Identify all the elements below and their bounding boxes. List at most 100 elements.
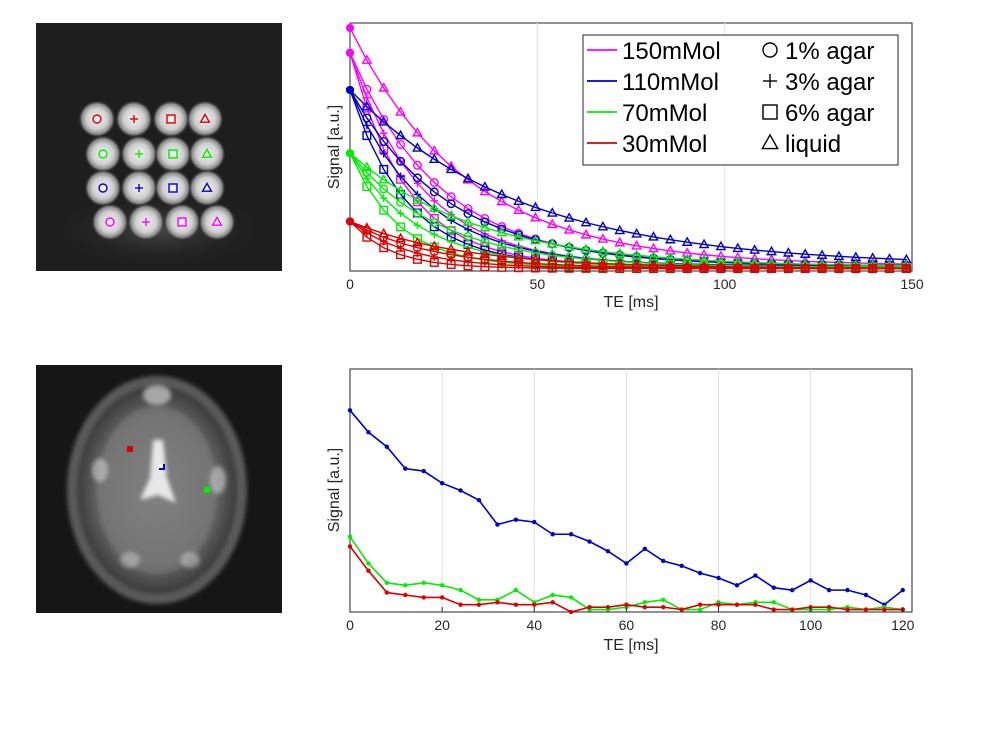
data-point — [614, 247, 626, 258]
data-point — [679, 563, 684, 569]
data-point — [697, 607, 703, 612]
data-point — [413, 179, 422, 188]
phantom-vial — [154, 169, 192, 207]
series-line — [349, 27, 907, 265]
data-point — [430, 253, 439, 261]
data-point — [366, 561, 371, 566]
phantom-vial-marker — [166, 114, 176, 124]
data-point — [396, 222, 406, 232]
data-point — [513, 231, 524, 241]
data-point — [530, 263, 540, 273]
data-point — [439, 481, 445, 486]
data-point — [346, 85, 354, 94]
data-point — [446, 259, 456, 269]
data-point — [732, 251, 744, 262]
data-point — [428, 240, 440, 251]
data-point — [580, 243, 592, 254]
legend-marker-square — [762, 104, 778, 120]
chart2-tick-label: 100 — [799, 617, 823, 633]
data-point — [771, 585, 777, 590]
data-point — [379, 149, 388, 158]
data-point — [497, 241, 507, 251]
data-point — [347, 534, 353, 539]
data-point — [563, 224, 575, 234]
data-point — [458, 587, 463, 593]
data-point — [463, 232, 473, 242]
data-point — [384, 580, 390, 586]
data-point — [346, 23, 354, 32]
data-point — [346, 48, 354, 57]
data-point — [581, 263, 591, 273]
data-point — [664, 233, 676, 244]
phantom-vial-marker — [98, 183, 108, 193]
data-point — [445, 209, 457, 220]
chart2-x-axis-label: TE [ms] — [603, 637, 658, 654]
data-point — [362, 131, 372, 141]
data-point — [648, 263, 658, 273]
data-point — [421, 595, 426, 600]
phantom-vial — [188, 135, 226, 173]
data-point — [605, 604, 611, 610]
data-point — [428, 202, 440, 213]
phantom-vial — [78, 100, 116, 138]
series-line — [349, 220, 907, 270]
data-point — [378, 116, 390, 126]
data-point — [816, 249, 828, 260]
data-point — [479, 221, 491, 232]
data-point — [790, 607, 795, 612]
data-point — [587, 539, 592, 544]
data-point — [800, 264, 810, 274]
chart1-legend: 150mMol 110mMol 70mMol 30mMol 1% agar 3%… — [582, 34, 899, 166]
data-point — [682, 264, 692, 274]
legend-label-150mmol: 150mMol — [622, 38, 721, 65]
phantom-vial-marker — [130, 115, 138, 123]
data-point — [632, 263, 642, 273]
data-point — [563, 241, 575, 251]
data-point — [396, 172, 405, 181]
legend-marker-triangle — [761, 133, 779, 150]
data-point — [476, 597, 482, 603]
phantom-vial-marker — [201, 147, 213, 158]
data-point — [379, 243, 389, 253]
data-point — [462, 172, 474, 183]
data-point — [900, 587, 905, 593]
data-point — [412, 142, 423, 152]
data-point — [395, 129, 406, 140]
data-point — [446, 199, 456, 209]
data-point — [439, 595, 445, 600]
data-point — [479, 185, 491, 196]
data-point — [826, 587, 832, 593]
data-point — [379, 164, 389, 174]
data-point — [379, 136, 389, 146]
phantom-vial — [91, 203, 129, 241]
data-point — [347, 408, 353, 413]
brain-roi-point — [204, 487, 210, 493]
data-point — [463, 204, 473, 214]
phantom-vial-marker — [201, 181, 213, 192]
data-point — [421, 580, 426, 586]
data-point — [496, 250, 508, 261]
data-point — [412, 194, 423, 204]
data-point — [661, 604, 666, 610]
data-point — [753, 602, 758, 607]
data-point — [631, 240, 642, 250]
data-point — [734, 602, 740, 607]
data-point — [430, 230, 439, 239]
data-point — [513, 587, 519, 593]
data-point — [462, 216, 474, 226]
data-point — [648, 231, 659, 241]
data-point — [379, 194, 388, 202]
chart2-gridlines — [441, 369, 812, 612]
data-point — [396, 250, 406, 260]
data-point — [783, 264, 793, 274]
data-point — [530, 212, 541, 222]
phantom-vial-marker — [199, 112, 211, 123]
series-line — [349, 152, 907, 267]
data-point — [550, 592, 555, 598]
data-point — [661, 597, 666, 603]
data-point — [563, 212, 575, 222]
data-point — [753, 573, 758, 578]
data-point — [767, 264, 777, 274]
brain-roi-points — [127, 446, 210, 493]
data-point — [378, 82, 390, 92]
